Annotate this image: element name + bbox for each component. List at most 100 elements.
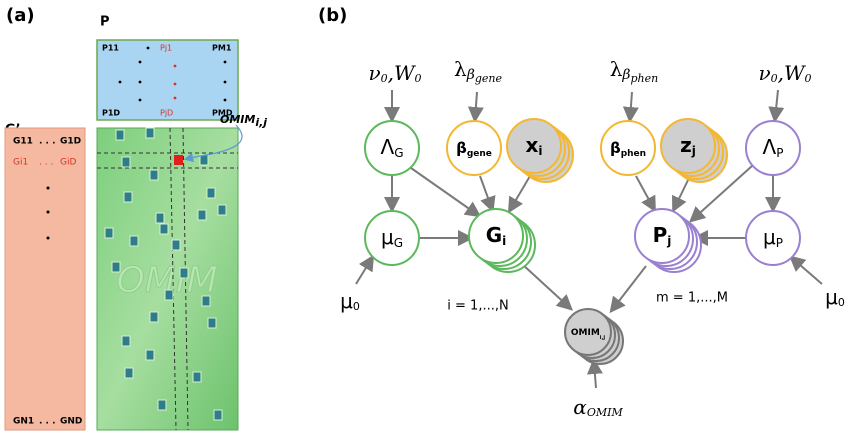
cell: G1D [60,137,81,147]
edge [630,92,632,119]
sub: 0 [381,72,388,85]
sym: P [653,223,668,247]
highlight-entry [174,155,183,165]
cell: GN1 [13,417,34,427]
dot [47,237,50,240]
sub: P [776,146,783,160]
sub: β [621,67,630,83]
entry [125,368,133,378]
entry [198,210,206,220]
entry [150,170,158,180]
dot [224,99,227,102]
dot [139,99,142,102]
sub: j [691,144,696,158]
sub: j [666,234,671,248]
sub: G [394,146,403,160]
entry [193,372,201,382]
entry [112,262,120,272]
cell: Gi1 [13,158,28,168]
entry [214,410,222,420]
g-matrix [5,128,85,430]
label-sub: i,j [255,116,267,129]
sub: gene [467,149,492,159]
panel-b: (b) ν0,W0 ν0,W0 λβgene λβphen ΛGβgenexiμ… [318,5,845,419]
sym: x [525,133,538,157]
dot [224,81,227,84]
entry [218,205,226,215]
entry [122,336,130,346]
sub: phen [621,149,646,159]
cell: GND [60,417,82,427]
ellipsis: . . . [39,417,56,427]
edge [792,258,822,284]
panel-label: (b) [318,5,347,26]
subsub: phen [631,72,659,85]
hyperparameter: αOMIM [573,395,623,420]
panel-label: (a) [6,5,35,26]
sym: λ [454,57,467,81]
entry [146,128,154,138]
edge [674,176,690,209]
entry [165,290,173,300]
sub: G [394,236,403,250]
sym: Λ [381,135,395,159]
entry [158,400,166,410]
entry [207,188,215,198]
entry [208,318,216,328]
hyperparameter: λβphen [610,57,659,86]
sub: 0 [771,72,778,85]
edge [510,176,530,210]
sym: ν [758,61,770,85]
sym: α [573,395,587,419]
cell: PM1 [212,44,232,53]
cell: Pj1 [160,44,172,53]
panel-a: (a) P P11 Pj1 PM1 P1D PjD PMD G’ G11 . .… [5,5,267,430]
edge [594,362,596,388]
entry [130,236,138,246]
matrix-title: P [100,15,110,30]
sub: 0 [353,300,360,313]
entry [156,213,164,223]
sub: β [466,67,475,83]
plate-label: i = 1,...,N [447,299,508,314]
sym: β [610,139,621,157]
dot [139,61,142,64]
edge [480,176,492,209]
sym: ν [368,61,380,85]
sub: 0 [805,72,812,85]
edge [612,266,646,310]
sub: P [776,236,783,250]
dot [174,83,177,86]
dot [224,61,227,64]
hyperparameter: μ0 [825,285,845,310]
edge [522,264,570,308]
entry [124,192,132,202]
hyperparameter: ν0,W0 [758,61,811,86]
dot [174,97,177,100]
omim-label: OMIMi,j [220,113,267,129]
hyperparameter: λβgene [454,57,502,86]
sym: ,W [778,61,806,85]
sym: ,W [388,61,416,85]
sym: β [456,139,467,157]
entry [105,228,113,238]
edge [475,92,477,119]
sym: G [486,223,502,247]
sub: 0 [415,72,422,85]
subsub: gene [475,72,503,85]
sym: μ [340,289,353,313]
sym: μ [825,285,838,309]
cell: GiD [60,158,76,168]
sym: Λ [763,135,777,159]
dot [174,65,177,68]
entry [146,350,154,360]
cell: P1D [102,109,120,118]
cell: PjD [160,109,173,118]
plate-label: m = 1,...,M [656,291,728,306]
entry [172,240,180,250]
entry [150,312,158,322]
ellipsis: . . . [39,137,56,147]
sub: i [502,234,506,248]
sym: z [680,133,692,157]
